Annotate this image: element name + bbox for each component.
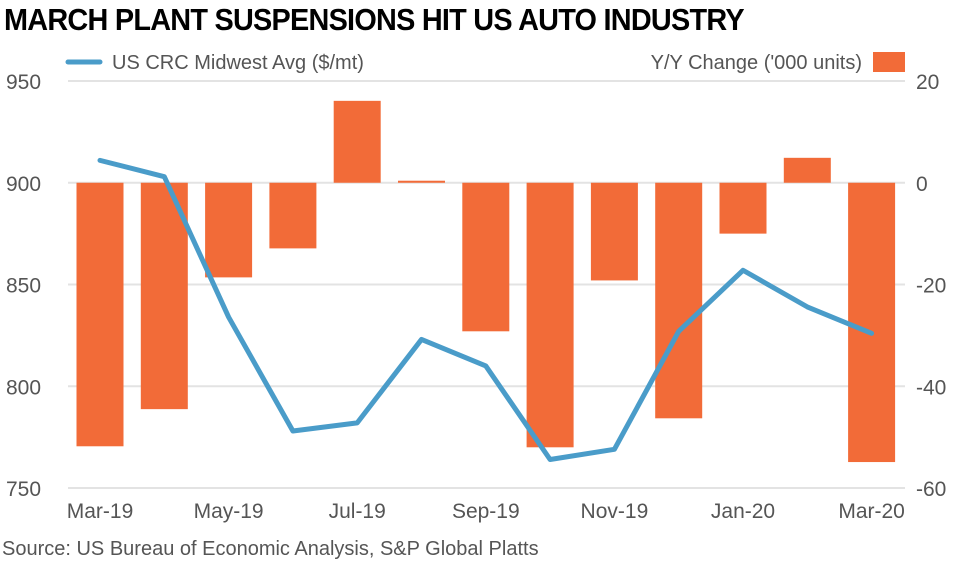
bar-Jan-20	[719, 182, 767, 234]
left-axis-tick: 950	[6, 71, 41, 94]
bar-Feb-20	[783, 157, 831, 183]
source-note: Source: US Bureau of Economic Analysis, …	[2, 538, 539, 560]
right-axis-tick: 20	[916, 71, 939, 94]
left-axis-tick: 900	[6, 173, 41, 196]
bar-Jul-19	[333, 100, 381, 183]
right-axis-tick: -60	[916, 478, 946, 501]
legend-line-label: US CRC Midwest Avg ($/mt)	[112, 52, 364, 74]
x-axis-tick: Mar-19	[67, 500, 134, 523]
legend-bar-swatch	[873, 52, 905, 72]
bar-Sep-19	[462, 182, 510, 332]
bar-Mar-19	[76, 182, 124, 447]
x-axis-tick: Jan-20	[711, 500, 775, 523]
right-axis-tick: 0	[916, 173, 928, 196]
bar-Mar-20	[848, 182, 896, 463]
right-axis-tick: -40	[916, 376, 946, 399]
left-axis-tick: 750	[6, 478, 41, 501]
x-axis-tick: Mar-20	[838, 500, 905, 523]
left-axis-tick: 850	[6, 275, 41, 298]
x-axis-tick: May-19	[194, 500, 264, 523]
right-axis-tick: -20	[916, 275, 946, 298]
bar-Oct-19	[526, 182, 574, 448]
x-axis-tick: Jul-19	[329, 500, 386, 523]
bar-Aug-19	[398, 180, 445, 183]
chart-title: MARCH PLANT SUSPENSIONS HIT US AUTO INDU…	[4, 2, 745, 37]
bar-May-19	[205, 182, 253, 278]
legend-bar-label: Y/Y Change ('000 units)	[651, 52, 862, 74]
bar-Dec-19	[655, 182, 703, 419]
x-axis-tick: Nov-19	[581, 500, 649, 523]
bar-Nov-19	[590, 182, 638, 281]
left-axis-tick: 800	[6, 376, 41, 399]
x-axis-tick: Sep-19	[452, 500, 520, 523]
bar-Apr-19	[140, 182, 188, 410]
bar-Jun-19	[269, 182, 317, 249]
